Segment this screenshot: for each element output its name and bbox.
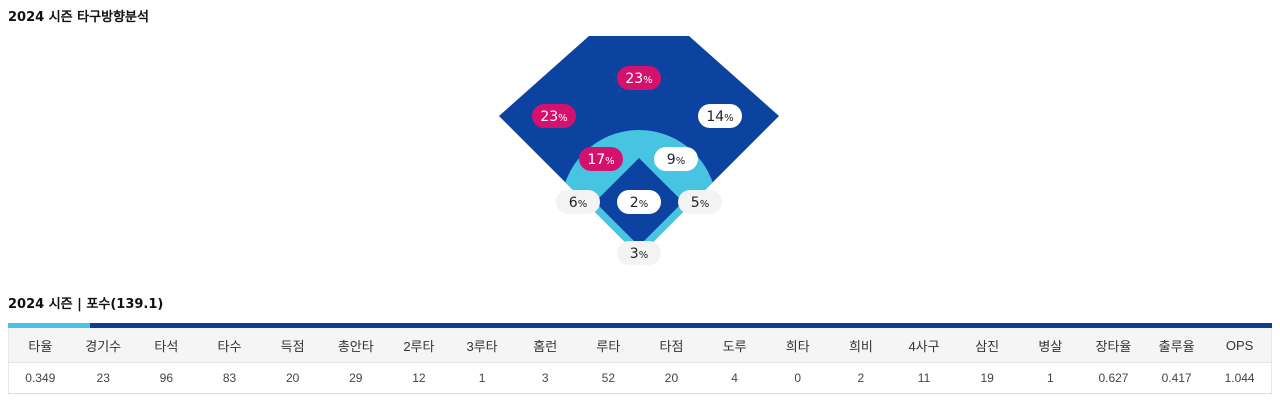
zone-bubble-outfield-right: 14%: [698, 104, 742, 128]
stats-value-cell: 3: [513, 362, 577, 394]
spray-chart: 23% 23% 14% 17% 9% 2% 6% 5% 3%: [499, 36, 779, 265]
stats-value-cell: 52: [576, 362, 640, 394]
zone-percent-label: 5%: [691, 195, 709, 211]
stats-header-cell: 장타율: [1081, 328, 1146, 363]
zone-bubble-infield-right: 9%: [654, 147, 698, 171]
zone-bubble-bg: [617, 190, 661, 214]
zone-percent-label: 14%: [706, 109, 733, 125]
stats-header-cell: 도루: [703, 328, 767, 363]
zone-bubble-bg: [617, 66, 661, 90]
stats-header-cell: 4사구: [892, 328, 956, 363]
stats-header-cell: 경기수: [71, 328, 135, 363]
stats-header-cell: 득점: [261, 328, 325, 363]
stats-header-cell: 총안타: [324, 328, 388, 363]
zone-bubble-bg: [698, 104, 742, 128]
stats-value-cell: 19: [955, 362, 1019, 394]
stats-header-cell: OPS: [1208, 328, 1272, 363]
stats-header-cell: 병살: [1018, 328, 1082, 363]
stats-header-row: 타율 경기수 타석 타수 득점 총안타 2루타 3루타 홈런 루타 타점 도루 희타 희비 4사구 삼진 병살 장…: [8, 328, 1272, 363]
stats-header-bar: [8, 323, 1272, 328]
stats-value-cell: 1: [1018, 362, 1082, 394]
stats-value-cell: 1.044: [1208, 362, 1272, 394]
zone-bubble-foul-left: 6%: [556, 190, 600, 214]
stats-value-cell: 20: [261, 362, 325, 394]
zone-percent-label: 9%: [667, 152, 685, 168]
zone-bubble-foul-right: 5%: [678, 190, 722, 214]
stats-header-cell: 희타: [766, 328, 830, 363]
zone-bubble-infield-left: 17%: [579, 147, 623, 171]
stats-header-cell: 3루타: [450, 328, 514, 363]
zone-percent-label: 23%: [540, 109, 567, 125]
stats-table-container: 타율 경기수 타석 타수 득점 총안타 2루타 3루타 홈런 루타 타점 도루 희타 희비 4사구 삼진 병살 장…: [8, 323, 1272, 394]
stats-value-cell: 20: [639, 362, 704, 394]
zone-bubble-bg: [579, 147, 623, 171]
zone-bubble-outfield-center: 23%: [617, 66, 661, 90]
stats-header-accent: [8, 323, 90, 328]
stats-value-cell: 1: [450, 362, 514, 394]
stats-header-cell: 희비: [829, 328, 893, 363]
stats-value-cell: 23: [71, 362, 135, 394]
stats-value-cell: 83: [197, 362, 262, 394]
stats-value-cell: 0.349: [8, 362, 72, 394]
zone-percent-label: 6%: [569, 195, 587, 211]
stats-header-cell: 홈런: [513, 328, 577, 363]
zone-percent-label: 2%: [630, 195, 648, 211]
stats-value-cell: 11: [892, 362, 956, 394]
stats-header-cell: 타율: [8, 328, 72, 363]
stats-value-cell: 0: [766, 362, 830, 394]
stats-header-cell: 타석: [134, 328, 198, 363]
zone-bubble-bg: [556, 190, 600, 214]
zone-bubble-foul-back: 3%: [617, 241, 661, 265]
zone-bubble-bg: [654, 147, 698, 171]
spray-chart-title: 2024 시즌 타구방향분석: [8, 10, 149, 25]
stats-value-cell: 0.417: [1145, 362, 1209, 394]
stats-header-cell: 타수: [197, 328, 262, 363]
stats-header-cell: 삼진: [955, 328, 1019, 363]
stats-title: 2024 시즌 | 포수(139.1): [8, 297, 164, 312]
stats-value-cell: 96: [134, 362, 198, 394]
zone-bubble-bg: [678, 190, 722, 214]
zone-percent-label: 23%: [625, 71, 652, 87]
zone-bubble-bg: [532, 104, 576, 128]
stats-value-cell: 2: [829, 362, 893, 394]
stats-header-cell: 루타: [576, 328, 640, 363]
stats-value-row: 0.349 23 96 83 20 29 12 1 3 52 20 4 0 2 11 19 1 0.627 0.41…: [8, 362, 1272, 394]
zone-percent-label: 17%: [587, 152, 614, 168]
zone-bubble-infield-center: 2%: [617, 190, 661, 214]
stats-header-cell: 2루타: [387, 328, 451, 363]
stats-value-cell: 4: [703, 362, 767, 394]
zone-percent-label: 3%: [630, 246, 648, 262]
zone-bubble-bg: [617, 241, 661, 265]
stats-value-cell: 12: [387, 362, 451, 394]
stats-header-cell: 타점: [639, 328, 704, 363]
stats-table: 타율 경기수 타석 타수 득점 총안타 2루타 3루타 홈런 루타 타점 도루 희타 희비 4사구 삼진 병살 장…: [8, 328, 1272, 394]
stats-value-cell: 0.627: [1081, 362, 1146, 394]
zone-bubble-outfield-left: 23%: [532, 104, 576, 128]
stats-value-cell: 29: [324, 362, 388, 394]
stats-header-cell: 출루율: [1145, 328, 1209, 363]
